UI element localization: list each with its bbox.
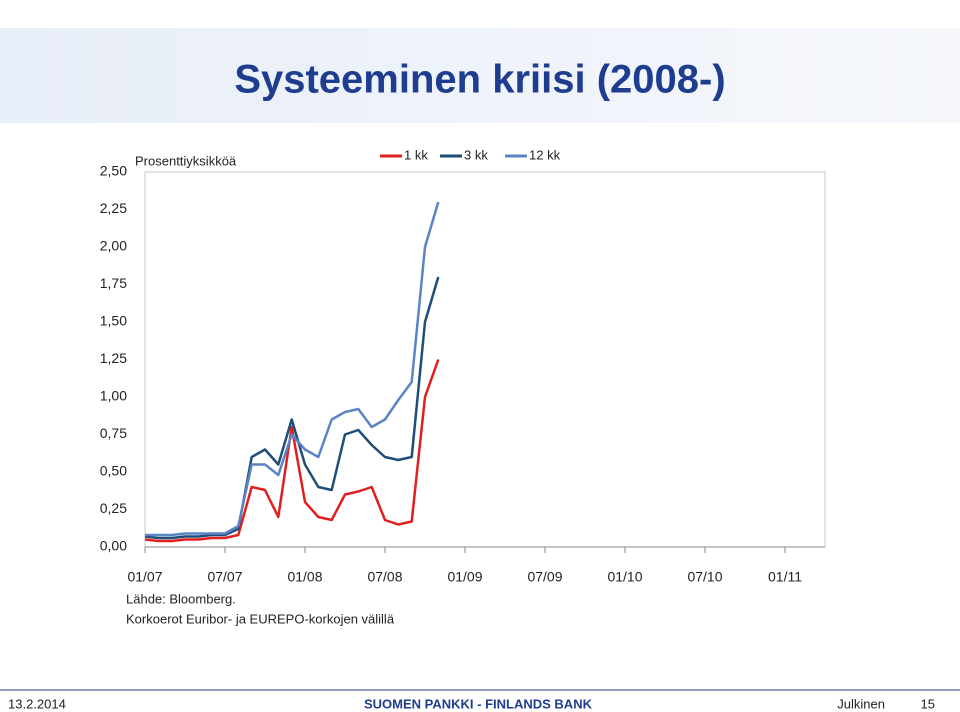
x-tick-label: 07/09 bbox=[527, 569, 562, 585]
y-tick-label: 0,25 bbox=[100, 500, 127, 516]
y-tick-label: 2,50 bbox=[100, 163, 127, 179]
header-band bbox=[0, 28, 960, 123]
series-line bbox=[144, 359, 440, 543]
series-line bbox=[145, 201, 440, 537]
y-tick-label: 2,25 bbox=[100, 200, 127, 216]
y-tick-label: 0,50 bbox=[100, 463, 127, 479]
page-number: 15 bbox=[921, 696, 935, 711]
y-tick-label: 1,50 bbox=[100, 313, 127, 329]
x-tick-label: 01/07 bbox=[127, 569, 162, 585]
y-tick-label: 1,25 bbox=[100, 350, 127, 366]
x-tick-label: 01/11 bbox=[768, 569, 802, 585]
y-tick-label: 2,00 bbox=[100, 238, 127, 254]
x-tick-label: 01/09 bbox=[447, 569, 482, 585]
x-tick-label: 07/08 bbox=[367, 569, 402, 585]
y-tick-label: 0,00 bbox=[100, 538, 127, 554]
footer-class: Julkinen bbox=[837, 696, 885, 711]
note: Korkoerot Euribor- ja EUREPO-korkojen vä… bbox=[126, 611, 395, 626]
footer-date: 13.2.2014 bbox=[8, 696, 66, 711]
y-tick-label: 1,75 bbox=[100, 275, 127, 291]
x-tick-label: 01/10 bbox=[607, 569, 642, 585]
x-tick-label: 01/08 bbox=[287, 569, 322, 585]
legend-label: 3 kk bbox=[464, 147, 488, 162]
y-axis-unit: Prosenttiyksikköä bbox=[135, 153, 237, 168]
source-note: Lähde: Bloomberg. bbox=[126, 591, 236, 606]
x-tick-label: 07/07 bbox=[207, 569, 242, 585]
series-line bbox=[144, 276, 440, 540]
slide-title: Systeeminen kriisi (2008-) bbox=[234, 58, 725, 102]
legend-label: 12 kk bbox=[529, 147, 561, 162]
footer-org: SUOMEN PANKKI - FINLANDS BANK bbox=[364, 696, 593, 711]
legend-label: 1 kk bbox=[404, 147, 428, 162]
y-tick-label: 1,00 bbox=[100, 388, 127, 404]
y-tick-label: 0,75 bbox=[100, 425, 127, 441]
x-tick-label: 07/10 bbox=[687, 569, 722, 585]
